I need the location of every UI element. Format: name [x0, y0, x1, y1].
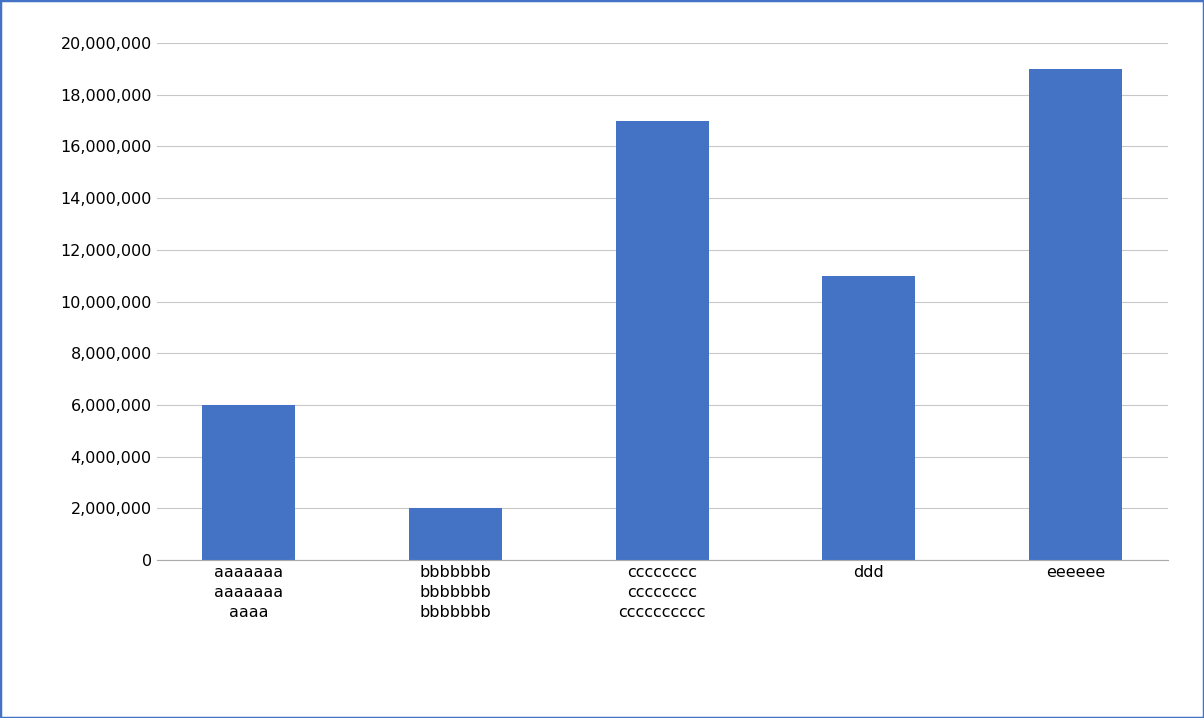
Bar — [409, 508, 502, 560]
Bar — [202, 405, 295, 560]
Bar — [1029, 69, 1122, 560]
Bar — [615, 121, 709, 560]
Bar — [822, 276, 915, 560]
